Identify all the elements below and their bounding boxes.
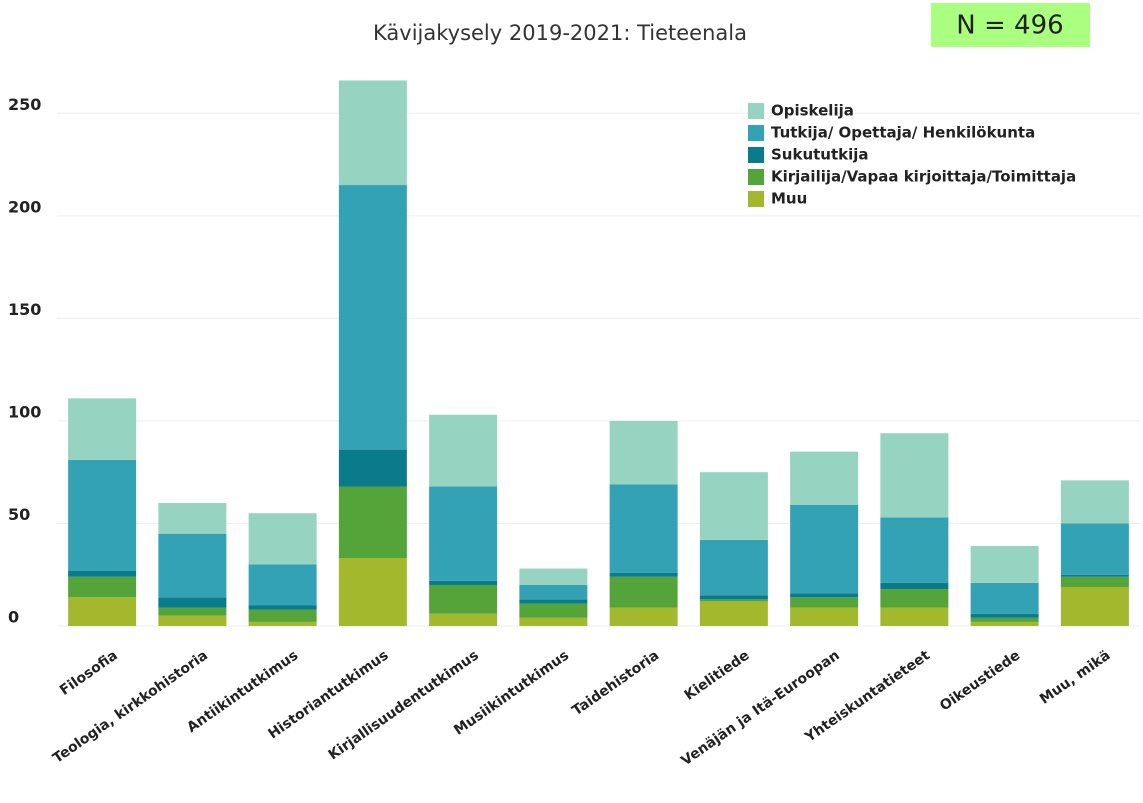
bar-segment (429, 584, 498, 614)
bar-segment (68, 597, 137, 626)
bar-segment (68, 576, 137, 598)
y-tick-label: 250 (8, 95, 41, 114)
bar-segment (790, 504, 859, 594)
bar-segment (338, 80, 407, 186)
bar-segment (970, 613, 1039, 618)
y-tick-label: 200 (8, 197, 41, 216)
bar-segment (248, 564, 317, 606)
x-tick-label: Kirjallisuudentutkimus (326, 647, 482, 763)
legend-label: Tutkija/ Opettaja/ Henkilökunta (771, 124, 1035, 142)
bar-segment (609, 572, 678, 577)
bar-segment (790, 593, 859, 598)
bar-segment (1060, 587, 1129, 626)
bar-segment (68, 398, 137, 460)
legend-swatch (748, 191, 764, 207)
bar-segment (519, 599, 588, 604)
bar-segment (609, 484, 678, 573)
bar-segment (970, 617, 1039, 622)
annotation: N = 496 (956, 11, 1063, 41)
x-tick-label: Oikeustiede (937, 647, 1023, 714)
bar-segment (248, 609, 317, 622)
bar-segment (970, 546, 1039, 583)
bar-segment (609, 607, 678, 626)
bar-segment (880, 433, 949, 518)
chart-title: Kävijakysely 2019-2021: Tieteenala (373, 21, 747, 45)
annotation-box (931, 3, 1090, 47)
bar-segment (338, 449, 407, 487)
bar-segment (338, 185, 407, 450)
y-tick-label: 50 (8, 505, 30, 524)
bar-segment (519, 617, 588, 626)
y-tick-label: 100 (8, 402, 41, 421)
bar-segment (1060, 523, 1129, 575)
legend-label: Sukututkija (771, 146, 869, 164)
bar-segment (970, 621, 1039, 626)
bar-segment (1060, 480, 1129, 524)
x-tick-label: Muu, mikä (1037, 647, 1114, 707)
x-tick-label: Filosofia (57, 647, 121, 698)
legend-label: Kirjailija/Vapaa kirjoittaja/Toimittaja (771, 168, 1076, 186)
bar-segment (970, 582, 1039, 614)
x-tick-label: Kielitiede (682, 647, 753, 703)
bar-segment (158, 533, 227, 598)
bar-segment (68, 570, 137, 577)
bar-segment (158, 607, 227, 616)
bar-segment (880, 589, 949, 608)
bar-segment (429, 613, 498, 626)
bar-segment (1060, 576, 1129, 588)
bar-segment (338, 486, 407, 559)
bar-segment (880, 607, 949, 626)
bar-segment (429, 580, 498, 585)
bar-segment (699, 601, 768, 626)
bar-segment (519, 584, 588, 600)
x-tick-label: Venäjän ja Itä-Euroopan (678, 647, 842, 769)
legend-swatch (748, 125, 764, 141)
legend-swatch (748, 169, 764, 185)
x-tick-label: Teologia, kirkkohistoria (50, 647, 211, 766)
legend-label: Muu (771, 190, 807, 208)
bar-segment (880, 517, 949, 583)
bar-segment (519, 568, 588, 585)
x-tick-label: Taidehistoria (569, 647, 662, 719)
bar-segment (338, 558, 407, 626)
bar-segment (1060, 574, 1129, 577)
bar-segment (790, 607, 859, 626)
bar-segment (68, 459, 137, 571)
bar-segment (609, 576, 678, 608)
bar-segment (790, 451, 859, 505)
bar-segment (248, 621, 317, 626)
bar-segment (248, 605, 317, 610)
bar-segment (699, 599, 768, 602)
legend-swatch (748, 147, 764, 163)
bar-segment (699, 472, 768, 540)
bar-segment (609, 420, 678, 485)
bar-segment (699, 595, 768, 600)
bar-segment (790, 597, 859, 608)
bar-segment (880, 582, 949, 590)
y-tick-label: 150 (8, 300, 41, 319)
bar-segment (429, 414, 498, 487)
bar-segment (158, 502, 227, 534)
y-tick-label: 0 (8, 608, 19, 627)
bar-segment (158, 615, 227, 626)
bar-segment (699, 539, 768, 596)
bar-segment (519, 603, 588, 618)
bar-segment (158, 597, 227, 608)
bar-segment (248, 513, 317, 565)
legend-label: Opiskelija (771, 102, 854, 120)
bar-segment (429, 486, 498, 581)
legend-swatch (748, 103, 764, 119)
